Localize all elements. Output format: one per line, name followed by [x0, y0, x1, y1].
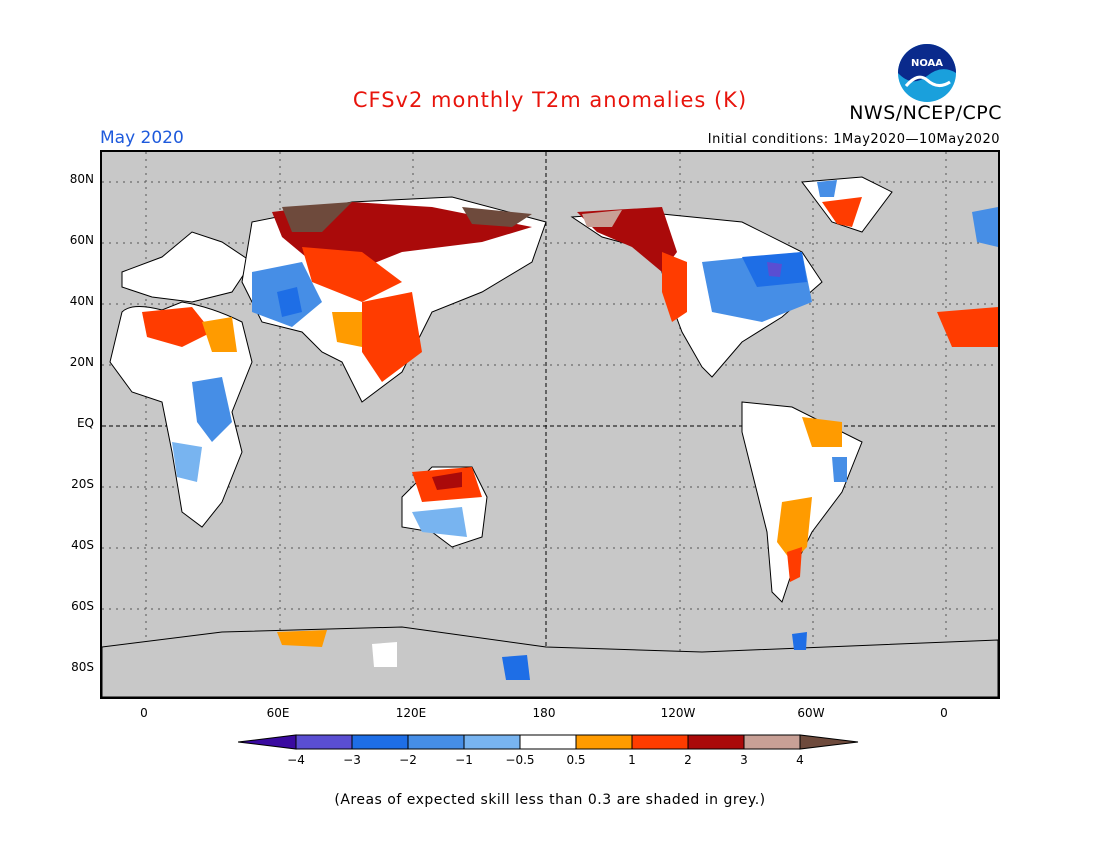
colorbar-tick-label: −4 [287, 753, 305, 767]
gridlines [102, 152, 998, 697]
colorbar-tick-label: −1 [455, 753, 473, 767]
colorbar-tick-label: 1 [628, 753, 636, 767]
lat-label-80n: 80N [69, 172, 94, 186]
colorbar-tick-label: 0.5 [566, 753, 586, 767]
lat-label-20n: 20N [69, 355, 94, 369]
lat-label-eq: EQ [76, 416, 94, 430]
lon-label-120e: 120E [395, 706, 427, 720]
lat-label-80s: 80S [71, 660, 94, 674]
anomaly-map [100, 150, 1000, 699]
colorbar-tick-label: −2 [399, 753, 417, 767]
colorbar-segment [575, 734, 633, 750]
lat-label-40n: 40N [69, 294, 94, 308]
lon-label-0: 0 [140, 706, 148, 720]
colorbar-tick-label: 2 [684, 753, 692, 767]
colorbar [237, 734, 862, 750]
lon-label-120w: 120W [660, 706, 696, 720]
colorbar-tick-label: −3 [343, 753, 361, 767]
anomaly-patches [142, 180, 998, 680]
continents [102, 176, 998, 697]
skill-note: (Areas of expected skill less than 0.3 a… [334, 792, 766, 808]
colorbar-segment [295, 734, 353, 750]
colorbar-segment [351, 734, 409, 750]
colorbar-segment [687, 734, 745, 750]
colorbar-segment [799, 734, 859, 750]
lon-label-0-right: 0 [940, 706, 948, 720]
lat-label-60s: 60S [71, 599, 94, 613]
valid-month: May 2020 [100, 128, 184, 148]
colorbar-segment [237, 734, 297, 750]
map-title: CFSv2 monthly T2m anomalies (K) [352, 88, 748, 112]
colorbar-segment [407, 734, 465, 750]
lat-label-60n: 60N [69, 233, 94, 247]
colorbar-segment [631, 734, 689, 750]
colorbar-segment [519, 734, 577, 750]
colorbar-tick-label: 3 [740, 753, 748, 767]
lat-label-40s: 40S [71, 538, 94, 552]
lat-label-20s: 20S [71, 477, 94, 491]
agency-label: NWS/NCEP/CPC [849, 102, 1002, 124]
colorbar-segment [743, 734, 801, 750]
colorbar-tick-label: 4 [796, 753, 804, 767]
map-svg [102, 152, 998, 697]
equator-dateline [102, 152, 998, 697]
lon-label-60e: 60E [266, 706, 290, 720]
initial-conditions: Initial conditions: 1May2020—10May2020 [707, 132, 1000, 147]
lon-label-180: 180 [532, 706, 556, 720]
noaa-logo: NOAA [896, 42, 958, 104]
colorbar-tick-label: −0.5 [505, 753, 535, 767]
colorbar-segment [463, 734, 521, 750]
noaa-logo-text: NOAA [911, 58, 943, 69]
lon-label-60w: 60W [797, 706, 825, 720]
